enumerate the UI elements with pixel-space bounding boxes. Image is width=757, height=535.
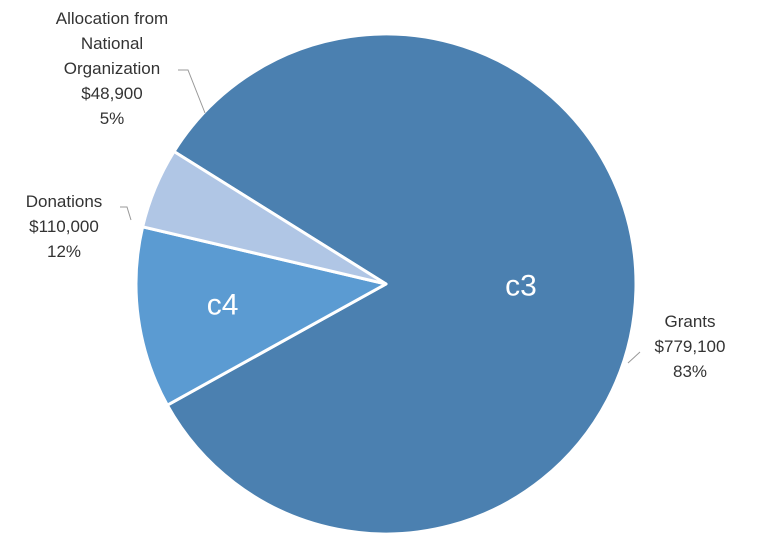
- slice-label-line: 12%: [47, 242, 81, 261]
- slice-inner-label: c3: [505, 269, 537, 302]
- pie-slice-c3: [165, 32, 638, 535]
- leader-lines: [120, 69, 641, 364]
- slice-label-line: Organization: [64, 59, 160, 78]
- slice-label-line: 5%: [100, 109, 125, 128]
- slice-labels: c3 Grants $779,100 83% c4 Donations $110,000 12…: [26, 9, 726, 381]
- slice-label-line: $110,000: [29, 217, 99, 236]
- slice-outer-label: Allocation from National Organization $48,9…: [56, 9, 168, 128]
- slice-label-line: Allocation from: [56, 9, 168, 28]
- slice-outer-label: Donations $110,000 12%: [26, 192, 103, 261]
- pie-slice-c4: [134, 225, 388, 407]
- pie-slices: [134, 32, 638, 535]
- slice-label-line: Grants: [664, 312, 715, 331]
- leader-line: [627, 351, 641, 364]
- slice-label-line: National: [81, 34, 143, 53]
- slice-label-line: $48,900: [81, 84, 142, 103]
- slice-label-line: 83%: [673, 362, 707, 381]
- leader-line: [178, 69, 206, 114]
- slice-label-line: Donations: [26, 192, 103, 211]
- slice-label-line: $779,100: [655, 337, 726, 356]
- slice-inner-label: c4: [207, 289, 239, 322]
- pie-slice-slice-2: [141, 150, 388, 286]
- slice-outer-label: Grants $779,100 83%: [655, 312, 726, 381]
- leader-line: [120, 206, 132, 221]
